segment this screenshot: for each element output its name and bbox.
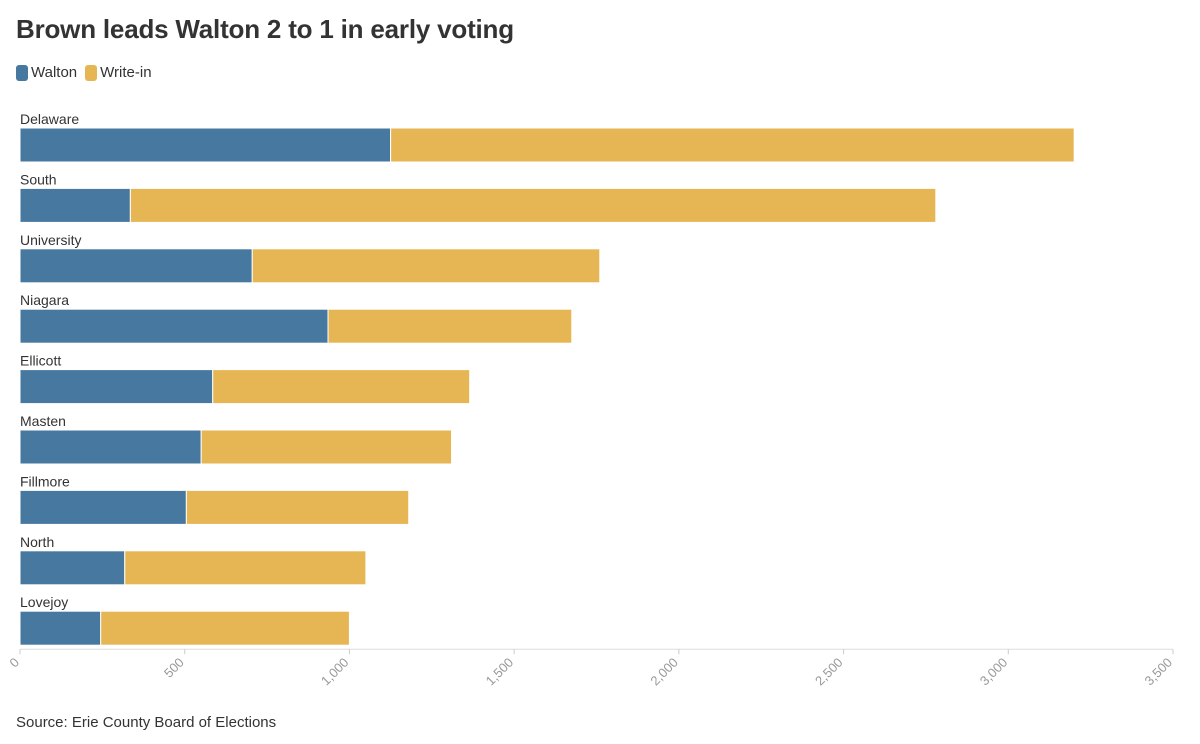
bar-walton bbox=[19, 187, 131, 223]
legend-swatch-walton bbox=[16, 64, 28, 81]
bar-write-in bbox=[390, 127, 1075, 163]
bar-write-in bbox=[129, 187, 937, 223]
legend-item-walton: Walton bbox=[16, 64, 77, 81]
bar-write-in bbox=[212, 369, 471, 405]
x-tick-label: 2,500 bbox=[812, 655, 846, 689]
category-label: Ellicott bbox=[20, 353, 61, 369]
x-tick-label: 500 bbox=[161, 655, 187, 681]
x-tick-label: 0 bbox=[6, 655, 22, 671]
legend-label-write-in: Write-in bbox=[100, 64, 152, 81]
bar-write-in bbox=[200, 429, 453, 465]
bar-walton bbox=[19, 429, 202, 465]
category-label: Masten bbox=[20, 413, 66, 429]
bar-write-in bbox=[327, 308, 573, 344]
x-tick-label: 1,000 bbox=[318, 655, 352, 689]
bar-walton bbox=[19, 550, 126, 586]
chart-title: Brown leads Walton 2 to 1 in early votin… bbox=[16, 14, 514, 44]
bar-write-in bbox=[100, 610, 350, 646]
legend-item-write-in: Write-in bbox=[85, 64, 152, 81]
x-tick-label: 1,500 bbox=[483, 655, 517, 689]
legend-swatch-write-in bbox=[85, 64, 98, 81]
bar-walton bbox=[19, 308, 329, 344]
bar-write-in bbox=[185, 489, 410, 525]
bar-walton bbox=[19, 489, 187, 525]
category-label: Delaware bbox=[20, 111, 79, 127]
bar-walton bbox=[19, 248, 253, 284]
bar-walton bbox=[19, 127, 392, 163]
bar-walton bbox=[19, 369, 214, 405]
x-tick-label: 3,000 bbox=[977, 655, 1011, 689]
category-label: North bbox=[20, 534, 54, 550]
category-label: Fillmore bbox=[20, 473, 70, 489]
chart-legend: Walton Write-in bbox=[16, 64, 154, 81]
source-note: Source: Erie County Board of Elections bbox=[16, 714, 277, 731]
x-tick-label: 3,500 bbox=[1142, 655, 1176, 689]
category-label: Lovejoy bbox=[20, 594, 68, 610]
bar-chart: Delaware South University Niagara Ellicott Ma… bbox=[6, 111, 1176, 689]
bar-write-in bbox=[124, 550, 367, 586]
category-label: Niagara bbox=[20, 292, 69, 308]
bar-write-in bbox=[251, 248, 601, 284]
category-label: University bbox=[20, 232, 81, 248]
legend-label-walton: Walton bbox=[31, 64, 78, 81]
category-label: South bbox=[20, 171, 57, 187]
x-tick-label: 2,000 bbox=[647, 655, 681, 689]
bar-walton bbox=[19, 610, 102, 646]
